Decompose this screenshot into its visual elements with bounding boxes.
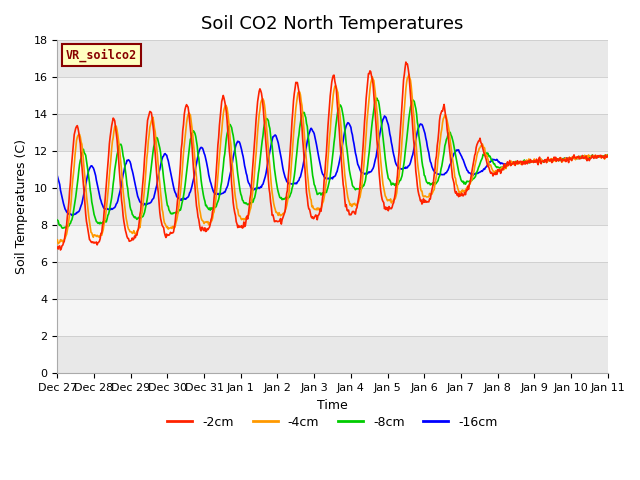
Bar xyxy=(58,262,607,300)
Bar xyxy=(58,300,607,336)
X-axis label: Time: Time xyxy=(317,398,348,412)
Bar xyxy=(58,336,607,373)
Y-axis label: Soil Temperatures (C): Soil Temperatures (C) xyxy=(15,139,28,274)
Bar xyxy=(58,225,607,262)
Title: Soil CO2 North Temperatures: Soil CO2 North Temperatures xyxy=(202,15,464,33)
Bar xyxy=(58,40,607,77)
Text: VR_soilco2: VR_soilco2 xyxy=(66,48,137,62)
Bar xyxy=(58,151,607,188)
Bar xyxy=(58,77,607,114)
Bar xyxy=(58,114,607,151)
Bar xyxy=(58,188,607,225)
Legend: -2cm, -4cm, -8cm, -16cm: -2cm, -4cm, -8cm, -16cm xyxy=(163,411,502,434)
